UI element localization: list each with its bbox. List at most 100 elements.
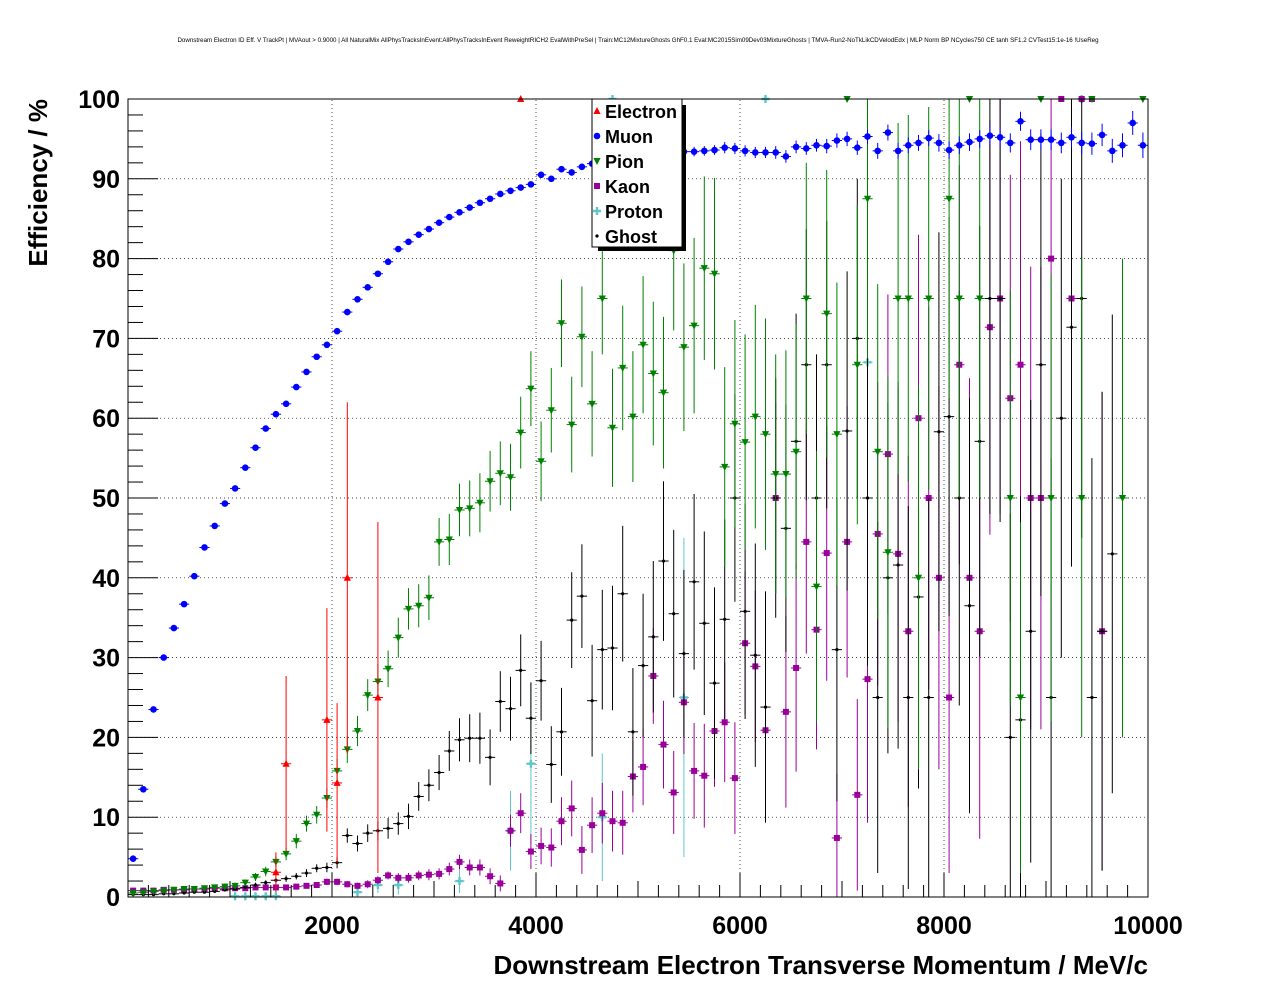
muon-point xyxy=(323,341,331,349)
pion-point xyxy=(190,886,198,894)
proton-point xyxy=(241,892,250,901)
pion-point xyxy=(853,361,861,369)
muon-point xyxy=(1088,140,1096,147)
muon-point xyxy=(1047,136,1055,143)
muon-point xyxy=(1139,141,1147,149)
pion-point xyxy=(925,295,933,303)
muon-point xyxy=(507,187,514,195)
kaon-point xyxy=(283,884,290,891)
pion-point xyxy=(914,574,923,582)
series-electron xyxy=(270,95,526,893)
muon-point xyxy=(313,353,321,361)
legend: Electron Muon Pion Kaon Proton Ghost xyxy=(591,98,686,251)
pion-point xyxy=(394,634,402,642)
muon-point xyxy=(129,855,137,862)
y-tick-label: 30 xyxy=(92,645,120,673)
ghost-point xyxy=(702,621,706,625)
muon-point xyxy=(976,135,983,143)
kaon-point xyxy=(323,878,330,885)
pion-point xyxy=(302,820,311,828)
ghost-point xyxy=(651,635,655,639)
ghost-point xyxy=(549,762,553,767)
muon-point xyxy=(874,147,881,155)
kaon-point xyxy=(517,810,524,817)
ghost-point xyxy=(294,874,298,878)
ghost-point xyxy=(600,648,604,652)
kaon-point xyxy=(303,882,310,889)
legend-label-pion: Pion xyxy=(605,152,644,172)
pion-point xyxy=(894,295,902,303)
y-tick-label: 10 xyxy=(92,804,120,832)
ghost-point xyxy=(988,296,992,301)
pion-point xyxy=(629,413,637,421)
kaon-point xyxy=(395,874,402,881)
muon-point xyxy=(476,199,484,207)
kaon-point xyxy=(262,884,269,891)
muon-point xyxy=(191,572,198,580)
pion-point xyxy=(710,270,719,278)
pion-point xyxy=(455,506,464,514)
kaon-point xyxy=(456,858,463,865)
legend-label-kaon: Kaon xyxy=(605,177,650,197)
pion-point xyxy=(976,295,984,303)
ghost-point xyxy=(610,646,615,650)
pion-point xyxy=(588,400,596,408)
muon-point xyxy=(231,485,239,492)
muon-point xyxy=(935,139,943,147)
pion-point xyxy=(680,344,688,352)
kaon-point xyxy=(334,878,341,885)
kaon-point xyxy=(609,818,616,825)
ghost-point xyxy=(876,695,880,700)
pion-point xyxy=(792,448,800,456)
pion-point xyxy=(741,439,749,447)
muon-point xyxy=(242,464,249,471)
muon-point xyxy=(1109,147,1116,155)
proton-point xyxy=(455,877,464,886)
kaon-point xyxy=(405,874,412,881)
muon-point xyxy=(497,190,504,198)
ghost-point xyxy=(519,668,523,672)
pion-point xyxy=(517,429,525,437)
x-axis-label: Downstream Electron Transverse Momentum … xyxy=(493,950,1148,980)
ghost-point xyxy=(529,716,533,720)
muon-point xyxy=(456,209,463,216)
legend-marker-muon xyxy=(593,132,601,140)
muon-point xyxy=(364,284,372,291)
kaon-point xyxy=(782,708,789,715)
ghost-point xyxy=(763,705,768,709)
muon-point xyxy=(813,141,820,149)
y-tick-label: 80 xyxy=(92,246,120,274)
proton-point xyxy=(373,881,382,890)
x-tick-label: 6000 xyxy=(712,912,768,940)
ghost-point xyxy=(845,429,849,433)
ghost-point xyxy=(672,612,676,616)
proton-point xyxy=(353,888,362,897)
muon-point xyxy=(803,145,810,152)
proton-point xyxy=(231,892,240,901)
muon-point xyxy=(925,134,932,142)
pion-point xyxy=(1016,694,1025,702)
pion-point xyxy=(772,471,780,479)
muon-point xyxy=(282,400,290,408)
ghost-point xyxy=(1069,325,1074,329)
ghost-point xyxy=(580,594,584,598)
kaon-point xyxy=(793,664,800,671)
ghost-point xyxy=(1008,735,1012,740)
pion-point xyxy=(659,389,668,397)
ghost-point xyxy=(947,415,951,419)
kaon-point xyxy=(701,772,708,779)
pion-point xyxy=(649,370,657,378)
muon-point xyxy=(486,195,494,203)
kaon-point xyxy=(670,789,677,796)
kaon-point xyxy=(823,550,830,557)
muon-point xyxy=(823,142,830,150)
pion-point xyxy=(802,295,810,303)
muon-point xyxy=(894,147,902,155)
pion-point xyxy=(904,295,912,303)
kaon-point xyxy=(854,791,861,798)
ghost-point xyxy=(468,736,472,740)
pion-point xyxy=(557,320,566,328)
ghost-point xyxy=(315,866,319,870)
kaon-point xyxy=(1048,255,1055,262)
